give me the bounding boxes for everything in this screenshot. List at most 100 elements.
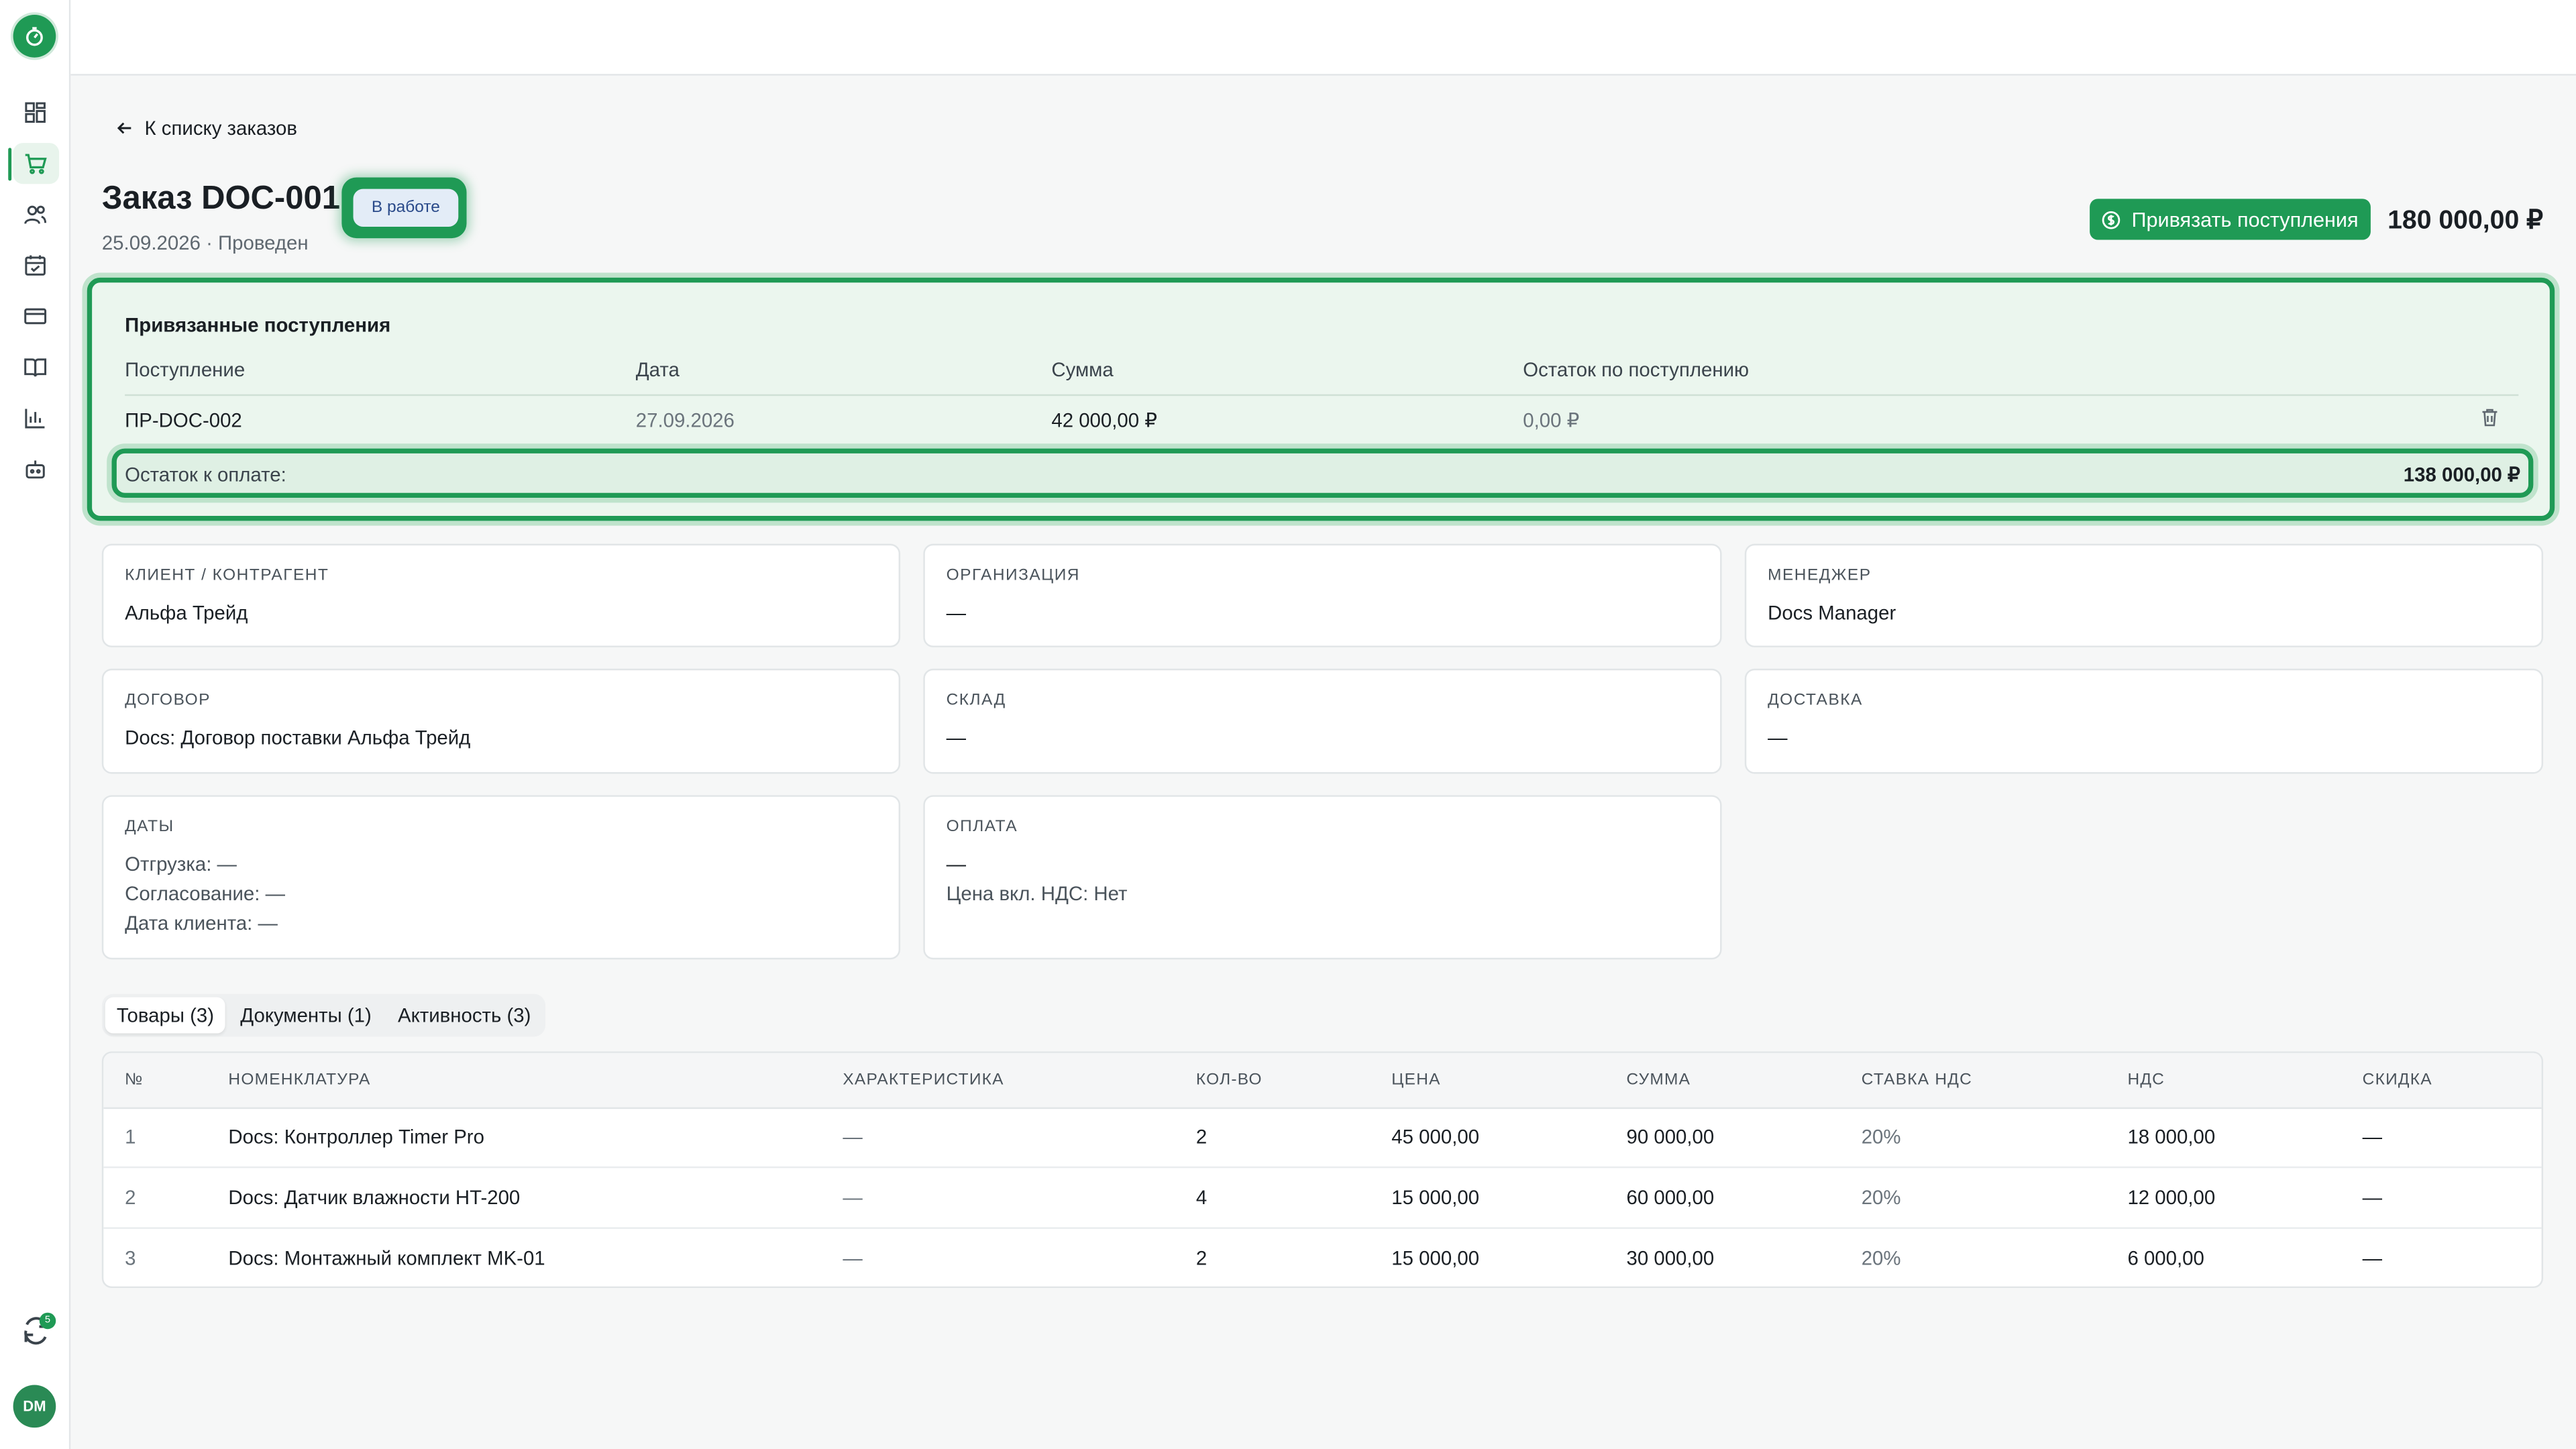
back-to-orders-link[interactable]: К списку заказов: [115, 117, 297, 140]
card-label: Даты: [125, 818, 174, 837]
cell-discount: —: [2362, 1246, 2383, 1271]
table-row[interactable]: 1 Docs: Контроллер Timer Pro — 2 45 000,…: [103, 1108, 2542, 1169]
remaining-label: Остаток к оплате:: [125, 463, 286, 486]
th-sum: СУММА: [1626, 1071, 1691, 1089]
tab-documents[interactable]: Документы (1): [240, 1004, 372, 1027]
card-value: —: [946, 601, 967, 625]
cell-qty: 2: [1195, 1246, 1208, 1271]
card-value: —: [946, 853, 967, 876]
col-date: Дата: [635, 358, 680, 382]
sidebar: 5 DM: [0, 0, 71, 1449]
card-label: Доставка: [1768, 692, 1863, 710]
page-title: Заказ DOC-001: [101, 180, 340, 217]
cell-vat: 6 000,00: [2127, 1246, 2204, 1271]
cell-discount: —: [2362, 1125, 2383, 1148]
card-label: Организация: [946, 566, 1080, 585]
cell-vat: 12 000,00: [2127, 1186, 2216, 1210]
ship-date: Отгрузка: —: [125, 853, 237, 876]
back-label: К списку заказов: [144, 116, 298, 140]
approve-date: Согласование: —: [125, 882, 285, 906]
arrow-left-icon: [117, 122, 131, 134]
cell-vat-rate: 20%: [1861, 1186, 1901, 1210]
bind-receipts-button[interactable]: Привязать поступления: [2090, 199, 2371, 240]
cell-char: —: [843, 1186, 863, 1210]
nav-active-highlight: [13, 143, 60, 184]
cell-num: 2: [125, 1186, 136, 1210]
th-num: №: [125, 1071, 144, 1089]
avatar[interactable]: DM: [13, 1385, 56, 1428]
receipt-date: 27.09.2026: [635, 409, 735, 433]
card-warehouse: Склад —: [923, 668, 1722, 774]
cell-sum: 30 000,00: [1626, 1246, 1715, 1271]
table-row[interactable]: 2 Docs: Датчик влажности HT-200 — 4 15 0…: [103, 1168, 2542, 1229]
card-label: Менеджер: [1768, 566, 1872, 585]
cell-price: 15 000,00: [1391, 1186, 1480, 1210]
divider: [125, 394, 2519, 396]
status-badge: В работе: [353, 189, 459, 227]
nav-payments-icon[interactable]: [21, 303, 50, 331]
card-value: Альфа Трейд: [125, 601, 248, 625]
receipt-rest: 0,00 ₽: [1523, 409, 1580, 433]
remaining-row: [111, 448, 2534, 498]
cell-price: 15 000,00: [1391, 1246, 1480, 1271]
trash-icon[interactable]: [2479, 406, 2501, 429]
items-table: № НОМЕНКЛАТУРА ХАРАКТЕРИСТИКА КОЛ-ВО ЦЕН…: [101, 1051, 2544, 1289]
col-sum: Сумма: [1051, 358, 1114, 382]
col-receipt: Поступление: [125, 358, 246, 382]
nav-cart-icon[interactable]: [21, 150, 50, 178]
cell-name: Docs: Контроллер Timer Pro: [228, 1125, 484, 1148]
card-label: Клиент / контрагент: [125, 566, 329, 585]
cell-name: Docs: Датчик влажности HT-200: [228, 1186, 521, 1210]
cell-vat-rate: 20%: [1861, 1246, 1901, 1271]
dollar-circle-icon: [2102, 210, 2121, 229]
card-label: Склад: [946, 692, 1006, 710]
table-row[interactable]: 3 Docs: Монтажный комплект MK-01 — 2 15 …: [103, 1229, 2541, 1287]
tab-goods[interactable]: Товары (3): [105, 997, 226, 1034]
receipt-sum: 42 000,00 ₽: [1051, 409, 1157, 433]
table-header: № НОМЕНКЛАТУРА ХАРАКТЕРИСТИКА КОЛ-ВО ЦЕН…: [103, 1053, 2542, 1110]
nav-dashboard-icon[interactable]: [21, 99, 50, 127]
receipt-doc[interactable]: ПР-DOC-002: [125, 409, 242, 433]
tab-activity[interactable]: Активность (3): [398, 1004, 531, 1027]
card-label: Договор: [125, 692, 211, 710]
th-name: НОМЕНКЛАТУРА: [228, 1071, 371, 1089]
nav-calendar-icon[interactable]: [21, 252, 50, 280]
th-vat-rate: СТАВКА НДС: [1861, 1071, 1973, 1089]
card-label: Оплата: [946, 818, 1018, 837]
nav-active-indicator: [8, 148, 12, 181]
cell-qty: 4: [1195, 1186, 1208, 1210]
cell-char: —: [843, 1125, 863, 1148]
cell-char: —: [843, 1246, 863, 1271]
card-payment: Оплата — Цена вкл. НДС: Нет: [923, 795, 1722, 960]
card-organization: Организация —: [923, 543, 1722, 647]
nav-reports-icon[interactable]: [21, 404, 50, 432]
cell-vat-rate: 20%: [1861, 1125, 1901, 1148]
card-dates: Даты Отгрузка: — Согласование: — Дата кл…: [101, 795, 901, 960]
card-value: —: [946, 726, 967, 749]
timer-logo-icon[interactable]: [13, 15, 56, 58]
card-delivery: Доставка —: [1744, 668, 2544, 774]
nav-users-icon[interactable]: [21, 201, 50, 229]
sync-badge: 5: [39, 1312, 56, 1330]
nav-book-icon[interactable]: [21, 354, 50, 382]
bind-receipts-label: Привязать поступления: [2131, 207, 2359, 231]
remaining-value: 138 000,00 ₽: [2403, 463, 2520, 486]
cell-num: 1: [125, 1125, 136, 1148]
card-value: Docs Manager: [1768, 601, 1896, 625]
cell-name: Docs: Монтажный комплект MK-01: [228, 1246, 545, 1271]
card-contract: Договор Docs: Договор поставки Альфа Тре…: [101, 668, 901, 774]
cell-qty: 2: [1195, 1125, 1208, 1148]
th-price: ЦЕНА: [1391, 1071, 1441, 1089]
th-char: ХАРАКТЕРИСТИКА: [843, 1071, 1004, 1089]
th-discount: СКИДКА: [2362, 1071, 2432, 1089]
card-manager: Менеджер Docs Manager: [1744, 543, 2544, 647]
nav-bot-icon[interactable]: [21, 455, 50, 483]
th-vat: НДС: [2127, 1071, 2165, 1089]
cell-discount: —: [2362, 1186, 2383, 1210]
vat-included: Цена вкл. НДС: Нет: [946, 882, 1128, 906]
card-client: Клиент / контрагент Альфа Трейд: [101, 543, 901, 647]
card-value: —: [1768, 726, 1788, 749]
tabs: Товары (3) Документы (1) Активность (3): [101, 994, 546, 1037]
top-bar: [70, 0, 2576, 76]
cell-num: 3: [125, 1246, 136, 1271]
